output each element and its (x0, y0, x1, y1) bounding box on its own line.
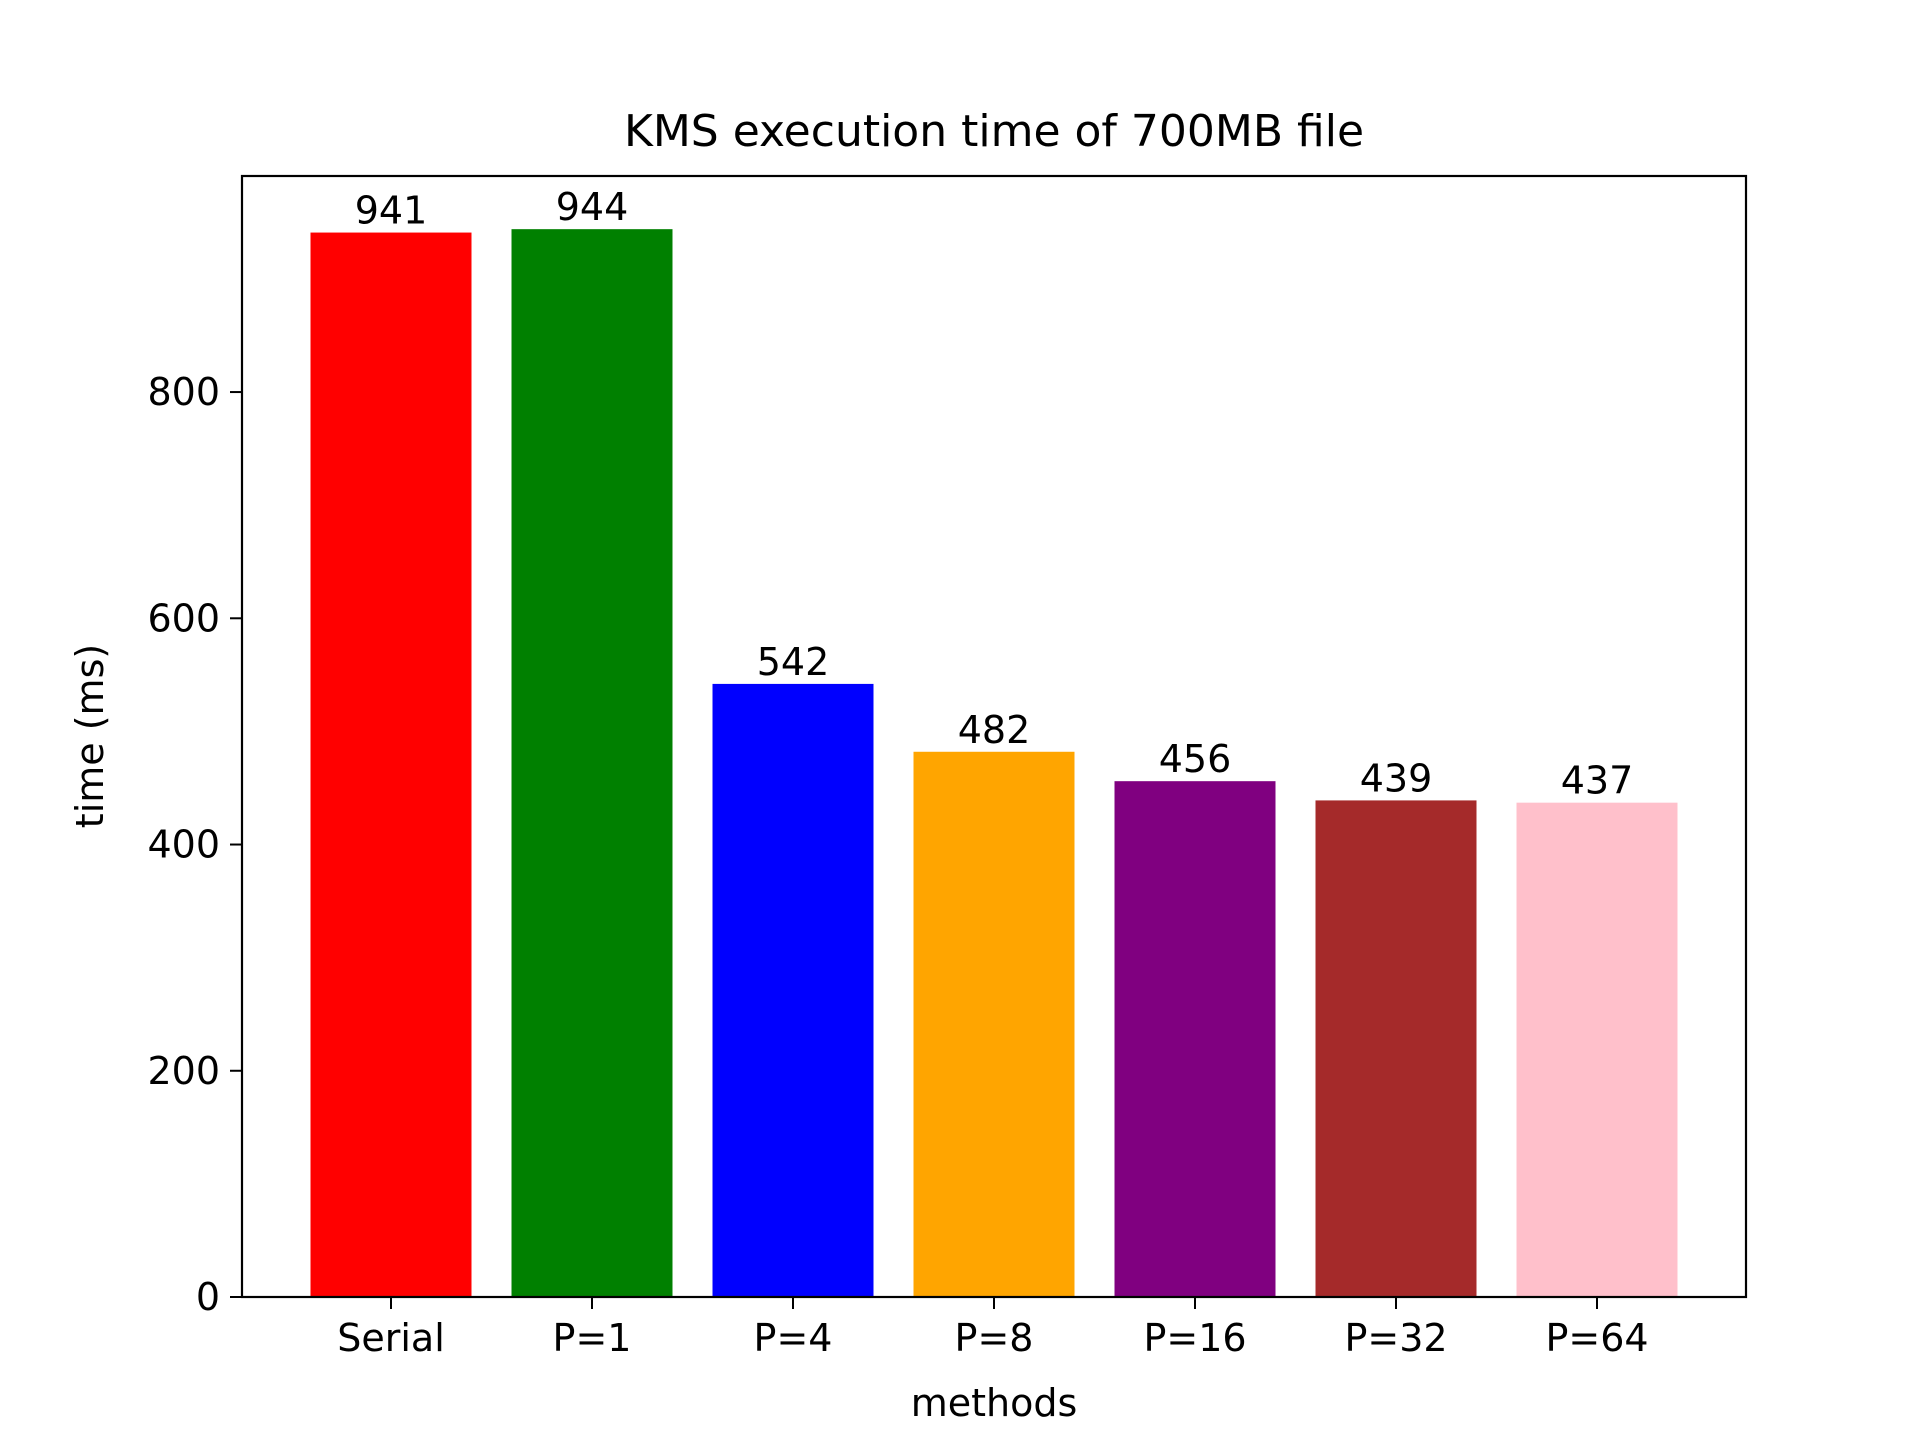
chart-title: KMS execution time of 700MB file (624, 106, 1364, 157)
bars-group (310, 229, 1678, 1297)
x-tick-label-3: P=8 (955, 1316, 1034, 1360)
y-tick-label-1: 200 (147, 1049, 220, 1093)
bar-4 (1114, 781, 1276, 1297)
bar-5 (1315, 800, 1477, 1297)
y-tick-label-3: 600 (147, 596, 220, 640)
bar-2 (712, 683, 874, 1297)
plot-area-frame (240, 174, 1748, 1299)
x-tick-label-6: P=64 (1545, 1316, 1648, 1360)
data-labels-group: 941 944 542 482 456 439 437 (355, 185, 1634, 803)
bar-3 (913, 751, 1075, 1297)
y-tick-label-2: 400 (147, 823, 220, 867)
x-tick-label-2: P=4 (754, 1316, 833, 1360)
data-label-5: 439 (1360, 756, 1433, 800)
x-tick-label-0: Serial (337, 1316, 445, 1360)
y-axis-label: time (ms) (68, 644, 112, 828)
x-tick-label-4: P=16 (1143, 1316, 1246, 1360)
x-axis-label: methods (911, 1381, 1078, 1425)
x-axis-ticks: Serial P=1 P=4 P=8 P=16 P=32 P=64 (337, 1297, 1649, 1360)
data-label-3: 482 (958, 708, 1031, 752)
x-tick-label-1: P=1 (553, 1316, 632, 1360)
data-label-1: 944 (556, 185, 629, 229)
bar-6 (1516, 802, 1678, 1297)
x-tick-label-5: P=32 (1344, 1316, 1447, 1360)
data-label-0: 941 (355, 189, 428, 233)
data-label-6: 437 (1561, 759, 1634, 803)
bar-1 (511, 229, 673, 1297)
y-axis-ticks: 0 200 400 600 800 (147, 370, 242, 1319)
data-label-4: 456 (1159, 737, 1232, 781)
y-tick-label-4: 800 (147, 370, 220, 414)
bar-0 (310, 232, 472, 1297)
y-tick-label-0: 0 (196, 1275, 220, 1319)
data-label-2: 542 (757, 640, 830, 684)
